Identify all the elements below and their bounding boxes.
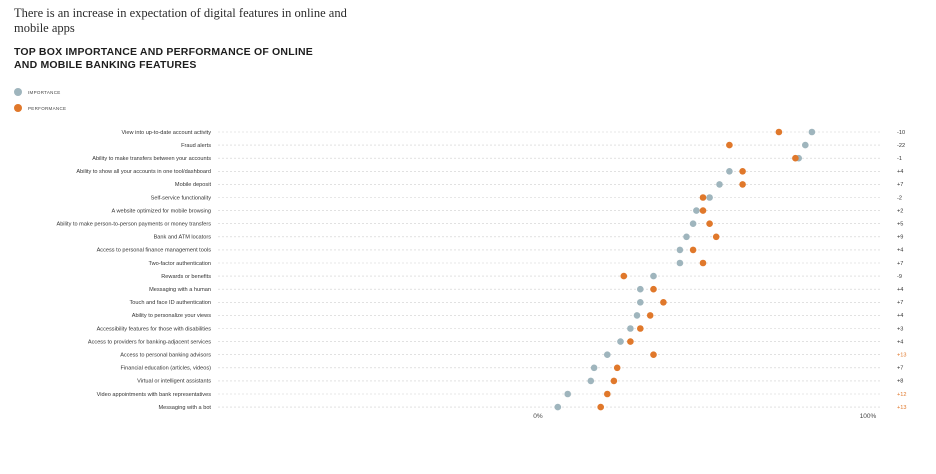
performance-point (637, 325, 644, 332)
row-label: Messaging with a human (149, 287, 211, 293)
importance-point (802, 141, 809, 149)
importance-point (693, 207, 700, 214)
row-label: Virtual or intelligent assistants (137, 379, 211, 385)
gap-value: -9 (897, 274, 902, 280)
gap-value: +13 (897, 353, 907, 359)
performance-point (706, 220, 713, 227)
row-label: Bank and ATM locators (154, 235, 212, 241)
gap-value: -10 (897, 130, 905, 136)
row-label: Ability to make person-to-person payment… (56, 222, 211, 228)
performance-point (739, 181, 746, 188)
importance-point (808, 128, 816, 136)
performance-point (597, 403, 604, 411)
gap-value: +7 (897, 182, 903, 188)
performance-point (689, 246, 697, 254)
row-label: Self-service functionality (151, 195, 212, 201)
row-label: Accessibility features for those with di… (97, 326, 212, 332)
gap-value: +12 (897, 392, 907, 398)
importance-point (554, 403, 562, 411)
importance-point (706, 194, 713, 201)
performance-point (726, 141, 733, 149)
performance-point (699, 207, 707, 214)
importance-point (564, 390, 571, 398)
headline: There is an increase in expectation of d… (14, 6, 347, 35)
importance-point (633, 312, 641, 319)
row-label: View into up-to-date account activity (122, 130, 212, 136)
row-label: Two-factor authentication (149, 261, 212, 267)
gap-value: +4 (897, 287, 903, 293)
row-label: Messaging with a bot (158, 405, 211, 411)
x-tick-label: 0% (533, 413, 543, 420)
gap-value: +5 (897, 222, 903, 228)
performance-point (620, 272, 628, 280)
performance-point (660, 299, 667, 306)
gap-value: -2 (897, 195, 902, 201)
importance-point (587, 377, 595, 385)
gap-value: +13 (897, 405, 907, 411)
importance-point (637, 285, 644, 293)
gap-value: +3 (897, 326, 903, 332)
gap-value: -22 (897, 143, 905, 149)
legend-performance-label: PERFORMANCE (28, 105, 67, 111)
gap-value: +8 (897, 379, 903, 385)
importance-point (683, 233, 690, 241)
performance-point (604, 390, 611, 398)
gap-value: +4 (897, 313, 903, 319)
performance-dot-icon (14, 104, 22, 112)
row-label: Video appointments with bank representat… (97, 392, 212, 398)
legend-importance: IMPORTANCE (14, 88, 61, 96)
importance-point (627, 325, 634, 332)
importance-point (617, 338, 624, 345)
performance-point (712, 233, 720, 241)
row-label: Ability to personalize your views (132, 313, 211, 319)
chart-title: TOP BOX IMPORTANCE AND PERFORMANCE OF ON… (14, 46, 313, 71)
performance-point (613, 364, 621, 372)
row-label: A website optimized for mobile browsing (112, 208, 212, 214)
performance-point (650, 285, 657, 293)
performance-point (739, 168, 746, 175)
performance-point (699, 194, 707, 201)
gap-value: +4 (897, 169, 903, 175)
performance-point (699, 259, 707, 267)
row-label: Financial education (articles, videos) (121, 366, 212, 372)
gap-value: +4 (897, 339, 903, 345)
row-label: Access to providers for banking-adjacent… (88, 339, 211, 345)
gap-value: +4 (897, 248, 903, 254)
row-label: Ability to show all your accounts in one… (76, 169, 211, 175)
performance-point (646, 312, 654, 319)
importance-point (676, 246, 684, 254)
row-label: Touch and face ID authentication (130, 300, 211, 306)
x-tick-label: 100% (860, 413, 877, 420)
gap-value: +2 (897, 208, 903, 214)
performance-point (792, 154, 799, 162)
importance-dot-icon (14, 88, 22, 96)
importance-point (637, 299, 644, 306)
performance-point (650, 351, 657, 359)
gap-value: +7 (897, 300, 903, 306)
row-label: Fraud alerts (181, 143, 211, 149)
gap-value: +9 (897, 235, 903, 241)
performance-point (610, 377, 618, 385)
row-label: Ability to make transfers between your a… (92, 156, 211, 162)
importance-point (726, 168, 733, 175)
performance-point (627, 338, 634, 345)
importance-point (590, 364, 598, 372)
importance-point (689, 220, 697, 227)
row-label: Rewards or benefits (161, 274, 211, 280)
importance-point (716, 181, 723, 188)
importance-point (650, 272, 657, 280)
importance-point (676, 259, 684, 267)
legend-importance-label: IMPORTANCE (28, 89, 61, 95)
gap-value: +7 (897, 366, 903, 372)
gap-value: -1 (897, 156, 902, 162)
legend-performance: PERFORMANCE (14, 104, 66, 112)
gap-value: +7 (897, 261, 903, 267)
row-label: Access to personal banking advisors (120, 353, 211, 359)
performance-point (775, 128, 783, 136)
row-label: Access to personal finance management to… (97, 248, 212, 254)
row-label: Mobile deposit (175, 182, 212, 188)
importance-point (604, 351, 611, 359)
